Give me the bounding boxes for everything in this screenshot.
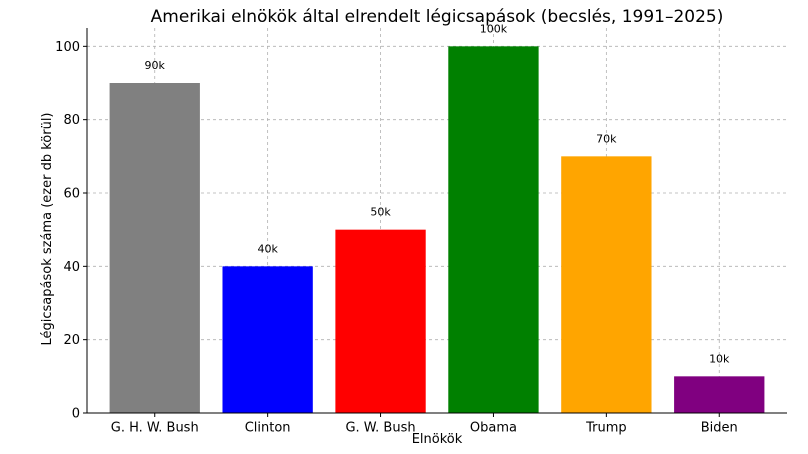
bar-5 — [674, 376, 765, 413]
x-axis-label: Elnökök — [412, 432, 463, 447]
y-tick-label: 100 — [55, 40, 80, 55]
data-label-3: 100k — [480, 22, 508, 35]
x-tick-label: Obama — [470, 421, 517, 436]
x-tick-label: Clinton — [245, 421, 291, 436]
data-label-2: 50k — [370, 206, 391, 219]
y-axis-label: Légicsapások száma (ezer db körül) — [40, 113, 55, 346]
data-label-1: 40k — [257, 242, 278, 255]
x-tick-label: G. W. Bush — [345, 421, 415, 436]
bar-4 — [561, 156, 652, 414]
y-tick-label: 0 — [72, 407, 80, 422]
data-label-5: 10k — [709, 352, 730, 365]
data-labels: 90k 40k 50k 100k 70k 10k — [145, 22, 731, 365]
y-tick-label: 40 — [63, 260, 80, 275]
bar-0 — [109, 83, 200, 413]
bar-2 — [335, 229, 426, 413]
chart-title: Amerikai elnökök által elrendelt légicsa… — [151, 7, 724, 27]
y-tick-label: 80 — [63, 113, 80, 128]
x-tick-label: Biden — [701, 421, 738, 436]
bars — [109, 46, 765, 414]
axes: 0 20 40 60 80 100 G. H. W. Bush Clinton G. W. Bu… — [55, 28, 787, 436]
x-tick-label: Trump — [585, 421, 627, 436]
y-tick-label: 60 — [63, 187, 80, 202]
bar-1 — [222, 266, 313, 413]
data-label-4: 70k — [596, 132, 617, 145]
y-tick-label: 20 — [63, 333, 80, 348]
bar-3 — [448, 46, 539, 413]
x-tick-label: G. H. W. Bush — [111, 421, 199, 436]
data-label-0: 90k — [145, 59, 166, 72]
